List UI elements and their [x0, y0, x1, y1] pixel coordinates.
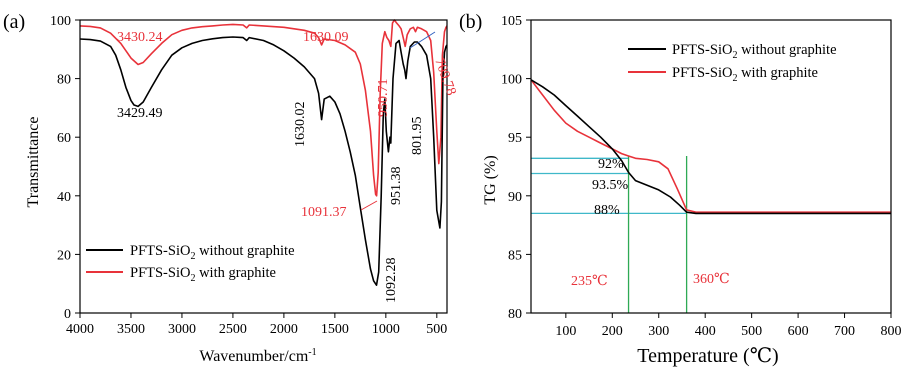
- panel-a-y-tick-label: 60: [57, 131, 71, 146]
- panel-b-percent-label-0: 93.5%: [592, 178, 629, 193]
- panel-b-x-tick-label: 800: [881, 324, 902, 339]
- panel-a-legend-label-without-graphite: PFTS-SiO2 without graphite: [130, 243, 295, 262]
- panel-a-leader-line-1091: [360, 200, 378, 211]
- panel-b-axes: 100 200 300 400 500 600 700 800 80 85 90 95 100 105: [501, 14, 902, 339]
- panel-a-y-tick-label: 40: [57, 190, 71, 205]
- panel-a-x-axis-title-main: Wavenumber/cm: [199, 348, 308, 365]
- panel-b-y-tick-label: 85: [508, 248, 522, 263]
- panel-a-x-tick-label: 3500: [117, 322, 145, 337]
- panel-b-x-tick-label: 400: [695, 324, 716, 339]
- panel-b-tg-chart: (b) 100 200 300 400 500 600 700 800808590951001…: [459, 11, 902, 367]
- panel-a-axes: 4000 3500 3000 2500 2000 1500 1000 500 0 20 40 60 80…: [50, 14, 448, 337]
- panel-b-y-tick-label: 95: [508, 131, 522, 146]
- panel-a-peak-label-1092: 1092.28: [384, 258, 399, 304]
- panel-a-x-tick-label: 2500: [219, 322, 247, 337]
- panel-a-x-tick-label: 3000: [168, 322, 196, 337]
- panel-a-y-tick-label: 0: [64, 307, 71, 322]
- panel-b-temperature-label-0: 235℃: [571, 274, 608, 289]
- panel-a-y-tick-label: 100: [50, 14, 71, 29]
- panel-a-peak-label-1630-without: 1630.02: [293, 102, 308, 148]
- panel-a-series-line-with-graphite: [79, 19, 448, 197]
- panel-b-y-axis-title: TG (%): [482, 155, 499, 204]
- panel-a-peak-label-802: 801.95: [410, 117, 425, 156]
- panel-b-plot: [530, 79, 891, 313]
- panel-a-x-tick-label: 500: [426, 322, 447, 337]
- panel-b-series-line-with-graphite: [530, 79, 891, 213]
- panel-b-legend: PFTS-SiO2 without graphite PFTS-SiO2 with…: [628, 42, 837, 84]
- panel-b-label: (b): [459, 11, 482, 33]
- panel-a-plot-frame: [79, 19, 448, 314]
- panel-b-x-tick-label: 500: [741, 324, 762, 339]
- panel-b-x-tick-label: 200: [602, 324, 623, 339]
- panel-b-legend-label-without-graphite: PFTS-SiO2 without graphite: [672, 42, 837, 61]
- panel-b-plot-frame: [530, 19, 892, 314]
- panel-a-ftir-chart: (a) 4000 3500 3000 2500 2000 1500 1000 50002040…: [3, 11, 459, 365]
- panel-b-x-tick-label: 700: [834, 324, 855, 339]
- panel-a-peak-label-1091: 1091.37: [301, 205, 347, 220]
- panel-a-peak-label-3430: 3430.24: [117, 30, 163, 45]
- panel-a-peak-label-1630-with: 1630.09: [303, 30, 349, 45]
- panel-a-x-tick-label: 4000: [66, 322, 94, 337]
- panel-b-y-tick-label: 100: [501, 73, 522, 88]
- panel-b-series-line-without-graphite: [530, 79, 891, 215]
- panel-a-leader-line-709: [409, 31, 436, 49]
- panel-a-plot: [79, 19, 448, 286]
- panel-a-y-axis-title: Transmittance: [25, 117, 42, 208]
- panel-a-y-tick-label: 20: [57, 248, 71, 263]
- panel-b-y-tick-label: 80: [508, 307, 522, 322]
- panel-b-x-axis-title: Temperature (℃): [637, 345, 778, 367]
- panel-a-x-tick-label: 1000: [372, 322, 400, 337]
- panel-b-x-tick-label: 600: [788, 324, 809, 339]
- panel-b-x-tick-label: 300: [648, 324, 669, 339]
- panel-a-peak-label-3429: 3429.49: [117, 106, 163, 121]
- panel-a-series-line-without-graphite: [79, 36, 448, 286]
- panel-a-peak-label-951-with: 950.71: [376, 79, 391, 118]
- panel-b-percent-label-2: 88%: [594, 203, 620, 218]
- panel-a-x-axis-title-sup: -1: [308, 347, 316, 358]
- panel-b-legend-label-with-graphite: PFTS-SiO2 with graphite: [672, 65, 818, 84]
- panel-a-label: (a): [3, 11, 25, 33]
- panel-a-x-tick-label: 1500: [321, 322, 349, 337]
- panel-b-percent-label-1: 92%: [598, 157, 624, 172]
- panel-a-legend-label-with-graphite: PFTS-SiO2 with graphite: [130, 265, 276, 284]
- panel-b-annotations: 93.5% 92% 88% 235℃ 360℃: [571, 157, 730, 289]
- panel-a-peak-label-951-without: 951.38: [389, 167, 404, 206]
- panel-a-x-tick-label: 2000: [270, 322, 298, 337]
- panel-a-y-tick-label: 80: [57, 73, 71, 88]
- panel-b-y-tick-label: 105: [501, 14, 522, 29]
- panel-a-x-axis-title: Wavenumber/cm-1: [199, 347, 316, 365]
- panel-b-temperature-label-1: 360℃: [693, 272, 730, 287]
- panel-a-legend: PFTS-SiO2 without graphite PFTS-SiO2 with…: [86, 243, 295, 284]
- panel-b-y-tick-label: 90: [508, 190, 522, 205]
- panel-b-x-tick-label: 100: [555, 324, 576, 339]
- panel-a-annotations: 3429.49 1630.02 1092.28 951.38 801.95 3430.24…: [117, 30, 459, 303]
